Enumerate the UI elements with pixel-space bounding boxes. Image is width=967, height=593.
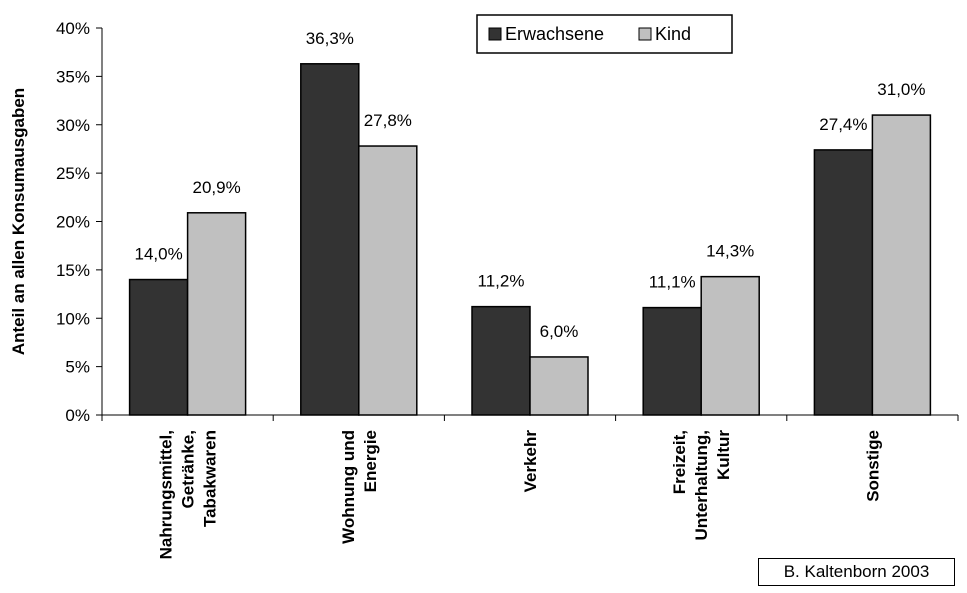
data-label: 11,2% — [478, 272, 525, 291]
y-tick-label: 40% — [56, 19, 90, 38]
legend-label-kind: Kind — [655, 24, 691, 44]
y-tick-label: 5% — [65, 358, 90, 377]
data-label: 6,0% — [540, 322, 579, 341]
y-tick-label: 10% — [56, 309, 90, 328]
bar-kind-3 — [700, 275, 760, 416]
bar-kind-4 — [871, 114, 932, 416]
x-category-label: Freizeit, Unterhaltung, Kultur — [670, 430, 733, 541]
bar-erwachsene-3 — [642, 306, 702, 416]
x-category-label: Nahrungsmittel, Getränke, Tabakwaren — [157, 430, 220, 559]
x-category-label: Verkehr — [521, 430, 540, 493]
y-tick-label: 30% — [56, 116, 90, 135]
legend-label-erwachsene: Erwachsene — [505, 24, 604, 44]
x-category-label-line: Kultur — [714, 430, 733, 480]
data-label: 14,3% — [706, 242, 754, 261]
data-label: 27,8% — [364, 111, 412, 130]
bar-kind-0 — [186, 212, 247, 416]
y-tick-label: 20% — [56, 213, 90, 232]
bar-erwachsene-4 — [813, 149, 874, 416]
data-label: 27,4% — [819, 115, 867, 134]
bar-erwachsene-0 — [128, 278, 189, 416]
data-label: 11,1% — [649, 273, 696, 292]
y-tick-label: 15% — [56, 261, 90, 280]
y-tick-label: 0% — [65, 406, 90, 425]
x-category-label: Wohnung und Energie — [339, 430, 380, 544]
bar-kind-2 — [529, 356, 589, 416]
x-category-label: Sonstige — [863, 430, 882, 502]
y-axis-title: Anteil an allen Konsumausgaben — [9, 88, 28, 355]
legend-box — [476, 14, 733, 54]
x-category-label-line: Getränke, — [179, 430, 198, 508]
bar-erwachsene-1 — [300, 63, 360, 416]
x-category-label-line: Sonstige — [863, 430, 882, 502]
y-tick-label: 25% — [56, 164, 90, 183]
x-category-label-line: Freizeit, — [670, 430, 689, 494]
x-category-label-line: Energie — [361, 430, 380, 492]
x-category-label-line: Tabakwaren — [201, 430, 220, 527]
legend-swatch-kind — [638, 27, 652, 41]
x-category-label-line: Nahrungsmittel, — [157, 430, 176, 559]
bar-kind-1 — [358, 145, 418, 416]
bar-erwachsene-2 — [471, 305, 531, 416]
x-category-label-line: Verkehr — [521, 430, 540, 493]
credit-box: B. Kaltenborn 2003 — [758, 558, 955, 586]
x-category-label-line: Unterhaltung, — [692, 430, 711, 541]
y-tick-label: 35% — [56, 67, 90, 86]
data-label: 36,3% — [306, 29, 354, 48]
legend-swatch-erwachsene — [488, 27, 502, 41]
x-category-label-line: Wohnung und — [339, 430, 358, 544]
data-label: 20,9% — [192, 178, 240, 197]
data-label: 14,0% — [134, 245, 182, 264]
data-label: 31,0% — [877, 80, 925, 99]
